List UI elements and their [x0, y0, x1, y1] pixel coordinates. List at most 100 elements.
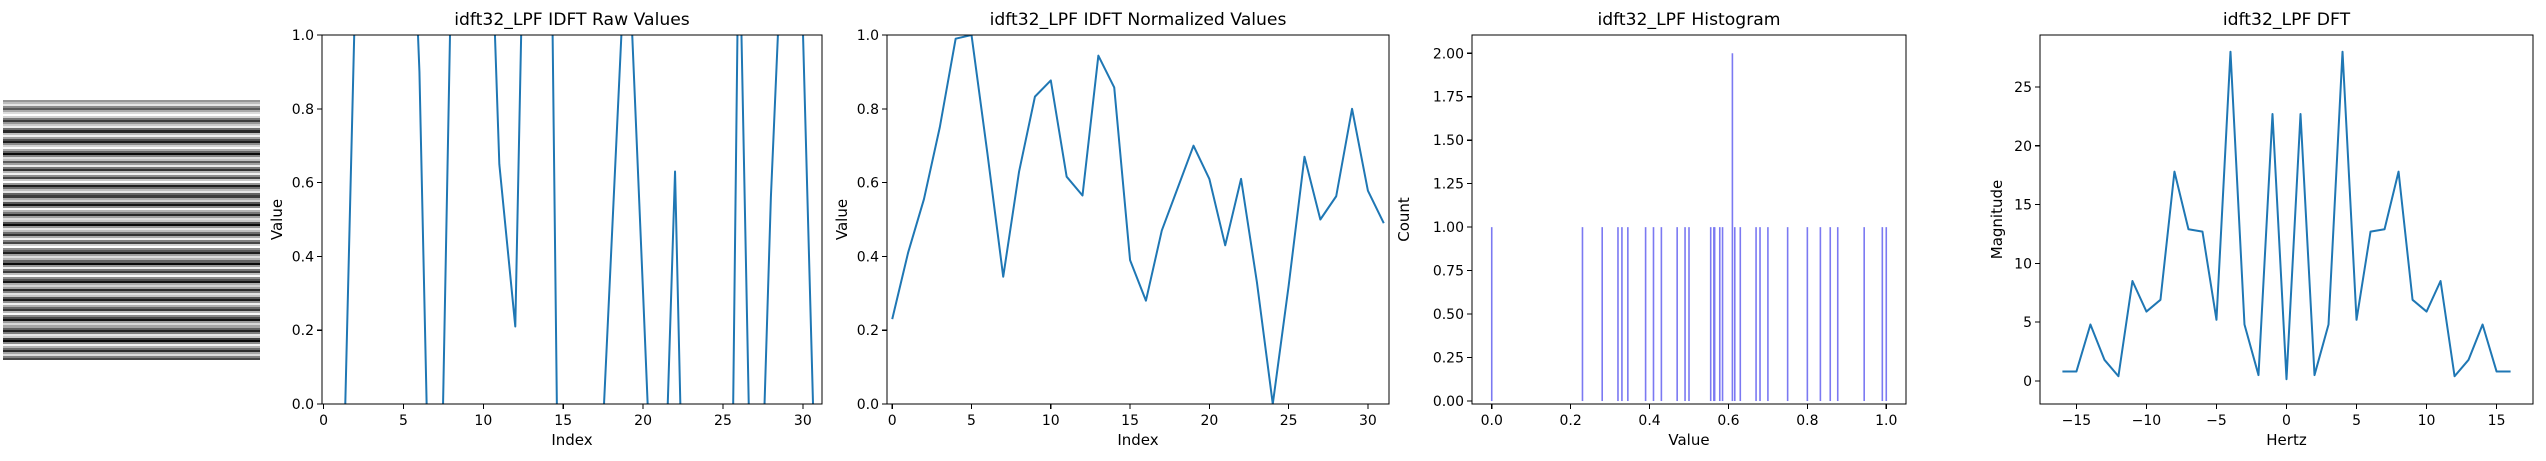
stripe: [3, 349, 260, 352]
stripe: [3, 232, 260, 235]
y-tick-label: 0.25: [1433, 351, 1464, 367]
stripe: [3, 347, 260, 350]
y-tick-label: 0.0: [292, 397, 314, 413]
stripe: [3, 152, 260, 155]
histogram-bar: [1767, 227, 1769, 402]
plot-border: [321, 34, 823, 405]
y-tick-label: 0.8: [292, 102, 314, 118]
histogram-bar: [1819, 227, 1822, 402]
x-tick-label: 15: [554, 413, 572, 429]
y-tick-label: 1.0: [857, 28, 879, 44]
histogram-bar: [1660, 227, 1663, 402]
stripe: [3, 315, 260, 318]
y-tick-label: 0.6: [292, 176, 314, 192]
histogram-bar: [1617, 227, 1619, 402]
histogram-bar: [1644, 227, 1647, 402]
stripe: [3, 112, 260, 115]
y-tick-label: 1.00: [1433, 220, 1464, 236]
stripe: [3, 104, 260, 107]
stripe: [3, 242, 260, 245]
x-axis-label: Index: [551, 431, 592, 449]
stripe: [3, 307, 260, 310]
chart-title: idft32_LPF DFT: [2223, 10, 2351, 30]
chart-title: idft32_LPF Histogram: [1597, 10, 1780, 30]
y-axis-label: Count: [1395, 197, 1413, 242]
stripe: [3, 353, 260, 356]
histogram-bar: [1676, 227, 1678, 402]
stripe: [3, 223, 260, 226]
stripe: [3, 108, 260, 111]
raw-chart: 0 5 10 15 20 25 30 0.0 0.2 0.4 0.6 0.8 1.0 idft32_LPF…: [268, 10, 823, 449]
stripe: [3, 240, 260, 243]
y-tick-label: 1.50: [1433, 133, 1464, 149]
x-axis-label: Value: [1668, 431, 1709, 449]
stripe: [3, 126, 260, 129]
y-tick-label: 20: [2014, 139, 2032, 155]
x-tick-label: 15: [1121, 413, 1139, 429]
chart-title: idft32_LPF IDFT Normalized Values: [990, 10, 1287, 30]
stripe: [3, 264, 260, 267]
stripe: [3, 203, 260, 206]
plot-border: [886, 34, 1390, 405]
histogram-bar: [1829, 227, 1832, 402]
stripe: [3, 345, 260, 348]
stripe: [3, 270, 260, 273]
stripe: [3, 160, 260, 163]
x-axis-label: Hertz: [2266, 431, 2307, 449]
histogram-bar: [1733, 227, 1736, 402]
stripe: [3, 219, 260, 222]
stripe: [3, 193, 260, 196]
stripe: [3, 274, 260, 277]
stripe: [3, 215, 260, 218]
stripe: [3, 181, 260, 184]
stripe: [3, 321, 260, 324]
stripe: [3, 295, 260, 298]
stripe: [3, 165, 260, 168]
stripe: [3, 329, 260, 332]
histogram-bar: [1490, 227, 1493, 402]
histogram-bar: [1688, 227, 1690, 402]
stripe: [3, 339, 260, 342]
stripe: [3, 195, 260, 198]
histogram-bar: [1718, 227, 1721, 402]
x-tick-label: −10: [2132, 413, 2162, 429]
y-tick-label: 1.25: [1433, 177, 1464, 193]
stripe: [3, 136, 260, 139]
stripe: [3, 244, 260, 247]
y-axis-label: Value: [833, 199, 851, 240]
stripe-image: [3, 100, 260, 360]
stripe: [3, 130, 260, 133]
stripe: [3, 102, 260, 105]
stripe: [3, 132, 260, 135]
x-tick-label: 15: [2488, 413, 2506, 429]
stripe: [3, 116, 260, 119]
x-tick-label: 0.6: [1717, 413, 1739, 429]
stripe: [3, 250, 260, 253]
y-tick-label: 0.0: [857, 397, 879, 413]
y-tick-label: 1.75: [1433, 90, 1464, 106]
stripe: [3, 173, 260, 176]
stripe: [3, 179, 260, 182]
normalized-data-line: [891, 35, 1385, 404]
stripe: [3, 323, 260, 326]
x-tick-label: 0: [2282, 413, 2291, 429]
y-axis-label: Value: [268, 199, 286, 240]
stripe: [3, 272, 260, 275]
x-tick-label: −5: [2206, 413, 2227, 429]
raw-data-line: [344, 35, 815, 404]
y-tick-label: 0.75: [1433, 264, 1464, 280]
stripe: [3, 106, 260, 109]
histogram-bar: [1786, 227, 1789, 402]
stripe: [3, 191, 260, 194]
y-tick-label: 2.00: [1433, 46, 1464, 62]
stripe: [3, 343, 260, 346]
stripe: [3, 288, 260, 291]
stripe: [3, 213, 260, 216]
stripe: [3, 205, 260, 208]
histogram-bar: [1731, 53, 1734, 402]
stripe: [3, 177, 260, 180]
x-tick-label: 30: [1359, 413, 1377, 429]
stripe: [3, 142, 260, 145]
stripe: [3, 221, 260, 224]
